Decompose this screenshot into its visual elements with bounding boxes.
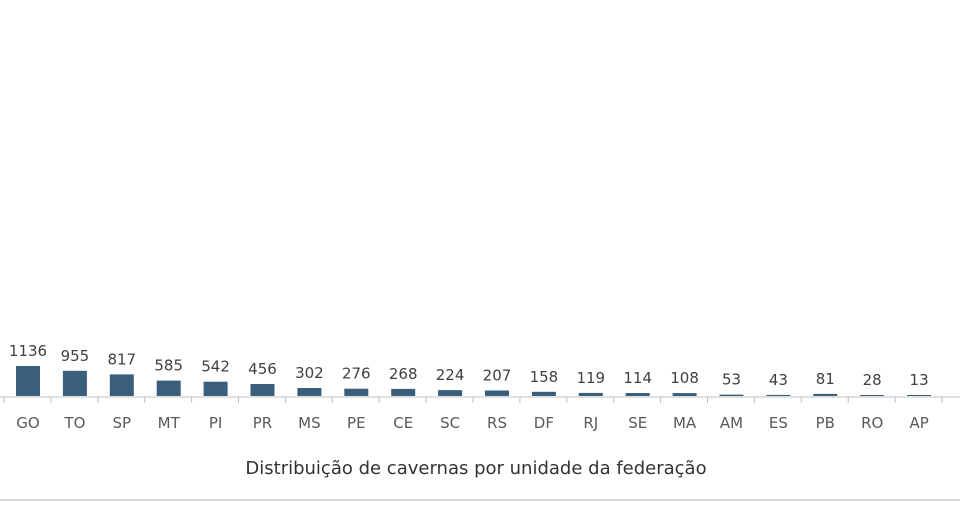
data-label-ap: 13 xyxy=(910,371,929,389)
bar-se xyxy=(625,393,650,396)
category-label-rs: RS xyxy=(487,414,507,432)
category-label-pe: PE xyxy=(347,414,366,432)
data-label-ma: 108 xyxy=(670,369,699,387)
bar-ma xyxy=(672,393,697,396)
data-label-pb: 81 xyxy=(816,370,835,388)
data-label-ms: 302 xyxy=(295,364,324,382)
data-label-es: 43 xyxy=(769,371,788,389)
bar-df xyxy=(531,391,556,396)
bar-ce xyxy=(391,388,416,396)
data-label-to: 955 xyxy=(61,347,90,365)
category-label-ms: MS xyxy=(298,414,320,432)
category-label-am: AM xyxy=(720,414,743,432)
bar-ms xyxy=(297,388,322,396)
bar-ro xyxy=(860,395,885,396)
data-label-df: 158 xyxy=(530,368,559,386)
data-label-se: 114 xyxy=(623,369,652,387)
category-label-se: SE xyxy=(628,414,647,432)
category-label-pb: PB xyxy=(816,414,835,432)
data-label-sc: 224 xyxy=(436,366,465,384)
chart-caption: Distribuição de cavernas por unidade da … xyxy=(245,458,706,479)
bar-mt xyxy=(156,380,181,396)
category-label-df: DF xyxy=(534,414,554,432)
category-label-sp: SP xyxy=(113,414,132,432)
bar-ap xyxy=(907,395,932,396)
category-label-pr: PR xyxy=(253,414,272,432)
category-label-sc: SC xyxy=(440,414,460,432)
bar-rs xyxy=(485,390,509,396)
bar-pb xyxy=(813,393,838,396)
data-label-am: 53 xyxy=(722,371,741,389)
bar-to xyxy=(62,370,87,396)
data-label-pe: 276 xyxy=(342,365,371,383)
category-label-rj: RJ xyxy=(583,414,598,432)
category-label-es: ES xyxy=(769,414,788,432)
data-label-pi: 542 xyxy=(201,358,230,376)
category-label-go: GO xyxy=(16,414,39,432)
bar-go xyxy=(16,366,40,396)
data-label-rs: 207 xyxy=(483,367,512,385)
data-label-go: 1136 xyxy=(9,342,47,360)
data-label-rj: 119 xyxy=(576,369,605,387)
category-label-ap: AP xyxy=(909,414,928,432)
bar-pi xyxy=(203,381,228,396)
data-label-pr: 456 xyxy=(248,360,277,378)
data-label-mt: 585 xyxy=(154,357,183,375)
bars-layer xyxy=(16,366,932,396)
data-label-sp: 817 xyxy=(107,350,136,368)
bar-am xyxy=(719,394,744,396)
bar-pr xyxy=(250,384,275,396)
category-label-to: TO xyxy=(63,414,85,432)
data-label-ce: 268 xyxy=(389,365,418,383)
bar-sc xyxy=(438,390,463,396)
category-label-ma: MA xyxy=(673,414,697,432)
category-label-ce: CE xyxy=(393,414,413,432)
value-labels-layer: 1136 955 817 585 542 456 302 276 268 224 207 158 119… xyxy=(9,342,929,389)
category-label-pi: PI xyxy=(209,414,222,432)
category-label-mt: MT xyxy=(158,414,181,432)
bar-es xyxy=(766,394,791,396)
bar-rj xyxy=(578,392,603,396)
bar-sp xyxy=(109,374,134,396)
category-labels-layer: GO TO SP MT PI PR MS PE CE SC RS DF RJ SE MA AM ES PB RO AP xyxy=(16,414,928,432)
category-label-ro: RO xyxy=(861,414,883,432)
bar-pe xyxy=(344,388,369,396)
data-label-ro: 28 xyxy=(863,371,882,389)
x-axis-ticks xyxy=(3,397,943,403)
